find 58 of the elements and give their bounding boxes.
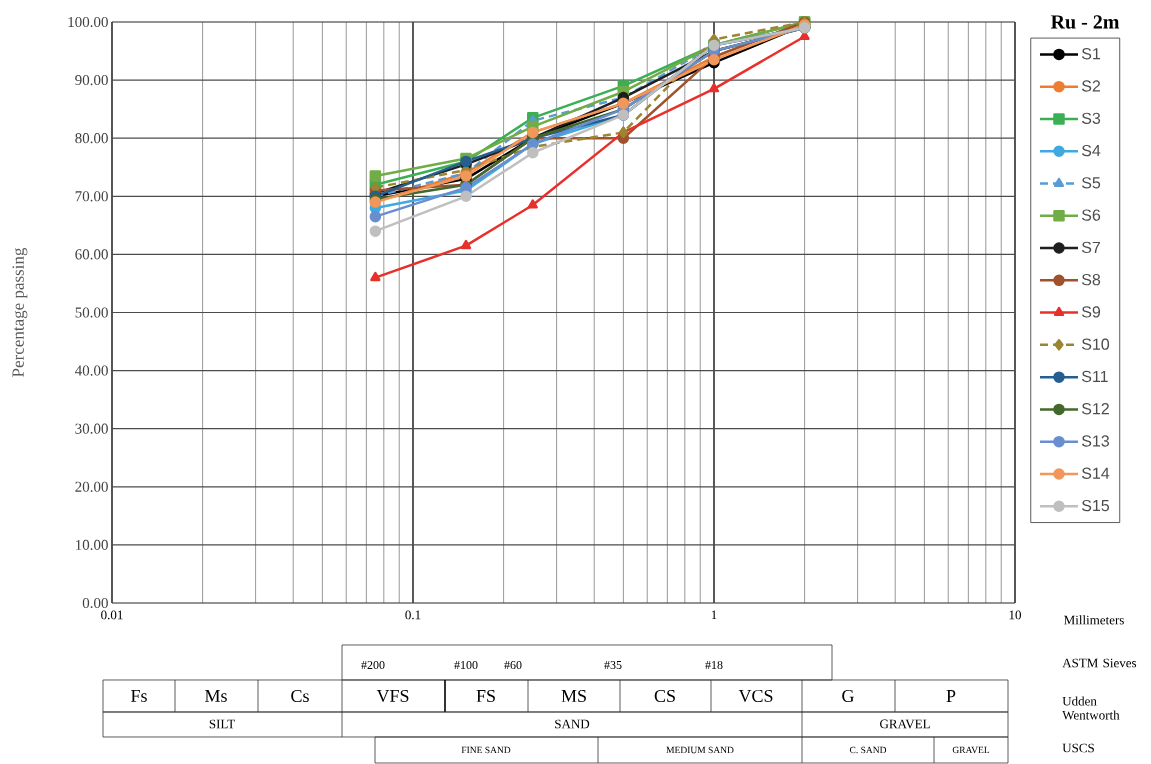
legend-label: S13	[1081, 435, 1110, 447]
y-tick-label: 0.00	[82, 597, 108, 609]
legend-label: S15	[1081, 499, 1110, 512]
x-tick-label: 0.01	[101, 610, 123, 620]
legend-label: S11	[1081, 370, 1108, 383]
legend-label: S12	[1081, 403, 1109, 415]
text: GRAVEL	[952, 746, 990, 754]
text: ASTM Sieves	[1062, 658, 1137, 668]
y-tick-label: 10.00	[76, 539, 108, 550]
text: FS	[476, 689, 495, 703]
text: #200	[361, 660, 385, 670]
legend-label: S7	[1081, 241, 1101, 254]
text: VFS	[376, 689, 409, 703]
legend-label: S14	[1081, 467, 1110, 479]
y-tick-label: 60.00	[75, 249, 108, 260]
legend-label: S3	[1081, 112, 1101, 124]
y-tick-label: 30.00	[75, 423, 108, 434]
x-tick-label: 0.1	[405, 610, 421, 620]
y-tick-label: 40.00	[75, 365, 108, 376]
y-tick-label: 70.00	[75, 191, 108, 202]
text: #60	[504, 660, 522, 670]
legend-label: S5	[1081, 177, 1101, 189]
text: Udden Wentworth	[1062, 696, 1120, 720]
x-tick-label: 10	[1009, 610, 1022, 620]
y-tick-label: 20.00	[75, 481, 108, 492]
text: MS	[561, 689, 586, 703]
text: FINE SAND	[461, 746, 511, 754]
legend-label: S2	[1081, 80, 1101, 92]
y-tick-label: 80.00	[75, 133, 108, 144]
text: #35	[604, 660, 622, 670]
text: Cs	[291, 689, 309, 703]
text: MEDIUM SAND	[666, 746, 734, 754]
y-tick-label: 100.00	[68, 16, 108, 28]
y-tick-label: 50.00	[75, 307, 108, 318]
text: G	[842, 689, 854, 703]
text: USCS	[1062, 743, 1094, 753]
legend-label: S10	[1081, 338, 1110, 350]
text: SILT	[209, 719, 235, 729]
text: Fs	[131, 690, 147, 702]
y-tick-label: 90.00	[75, 75, 108, 86]
text: GRAVEL	[880, 719, 930, 729]
x-tick-label: 1	[711, 610, 717, 620]
legend-label: S9	[1081, 306, 1101, 318]
text: VCS	[738, 689, 773, 703]
text: CS	[654, 689, 675, 703]
legend-label: S4	[1081, 144, 1101, 157]
x-axis-title: Millimeters	[1064, 615, 1124, 625]
text: C. SAND	[849, 746, 887, 754]
legend-label: S6	[1081, 209, 1101, 221]
legend-label: S1	[1081, 48, 1101, 60]
text: #18	[705, 660, 723, 670]
text: SAND	[555, 719, 590, 729]
text: Ru - 2m	[1050, 15, 1120, 29]
text: Ms	[205, 690, 227, 702]
text: P	[946, 690, 956, 702]
legend-label: S8	[1081, 273, 1101, 286]
y-axis-title: Percentage passing	[12, 247, 28, 377]
text: #100	[454, 660, 478, 670]
